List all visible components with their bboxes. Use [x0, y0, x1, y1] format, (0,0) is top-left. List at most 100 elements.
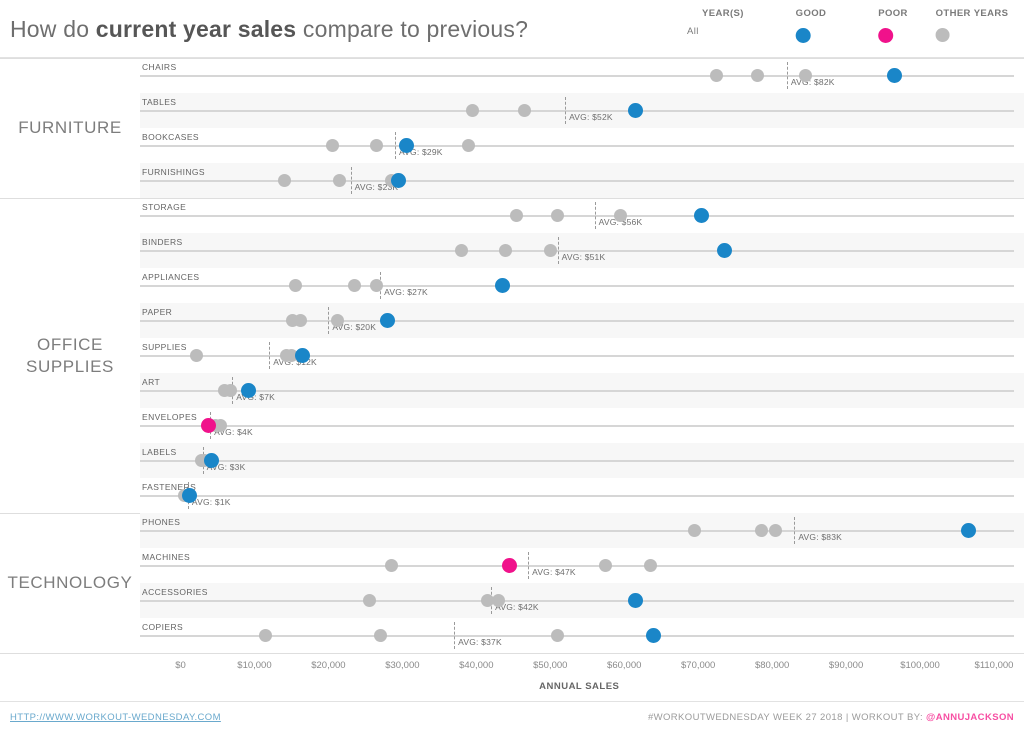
average-reference-line [328, 307, 330, 334]
dot-other-year[interactable] [333, 174, 346, 187]
legend-item-poor[interactable]: POOR [878, 8, 908, 43]
dot-other-year[interactable] [798, 69, 812, 82]
dot-other-year[interactable] [754, 524, 768, 537]
dot-other-year[interactable] [599, 559, 613, 572]
year-filter-value[interactable]: All [687, 26, 699, 37]
dot-other-year[interactable] [347, 279, 361, 292]
x-axis-tick-label: $90,000 [828, 660, 864, 671]
dot-other-year[interactable] [614, 209, 628, 222]
legend-item-good[interactable]: GOOD [795, 8, 827, 43]
row-axis-line [140, 284, 1014, 287]
dot-other-year[interactable] [223, 384, 237, 397]
dot-other-year[interactable] [293, 314, 307, 327]
subcategory-label: ACCESSORIES [142, 587, 208, 597]
dot-current-year-good[interactable] [380, 313, 396, 328]
x-axis: ANNUAL SALES $0 $10,000 $20,000 $30,000 $40,… [0, 653, 1024, 701]
dot-other-year[interactable] [373, 629, 387, 642]
dot-other-year[interactable] [543, 244, 557, 257]
dot-other-year[interactable] [466, 104, 480, 117]
dot-other-year[interactable] [213, 419, 227, 432]
dot-current-year-good[interactable] [391, 173, 407, 188]
footer-link[interactable]: HTTP://WWW.WORKOUT-WEDNESDAY.COM [10, 712, 221, 723]
dot-other-year[interactable] [277, 174, 291, 187]
dot-current-year-good[interactable] [627, 593, 643, 608]
average-label: AVG: $51K [561, 252, 606, 262]
x-axis-tick-label: $60,000 [607, 660, 642, 671]
dot-other-year[interactable] [369, 279, 383, 292]
dot-other-year[interactable] [284, 349, 298, 362]
title-highlight: current year sales [95, 16, 297, 42]
dot-other-year[interactable] [462, 139, 476, 152]
dot-current-year-good[interactable] [204, 453, 220, 468]
dot-current-year-good[interactable] [886, 68, 902, 83]
dot-other-year[interactable] [369, 139, 383, 152]
x-axis-tick-label: $30,000 [385, 660, 420, 671]
dot-other-year[interactable] [710, 69, 724, 82]
dot-other-year[interactable] [362, 594, 376, 607]
dot-other-year[interactable] [769, 524, 783, 537]
dot-other-year[interactable] [288, 279, 302, 292]
dot-other-year[interactable] [259, 629, 273, 642]
other-years-dot-icon [935, 28, 950, 42]
dot-current-year-good[interactable] [646, 628, 662, 643]
dot-current-year-poor[interactable] [502, 558, 518, 573]
average-reference-line [394, 132, 396, 159]
dot-other-year[interactable] [492, 594, 505, 607]
dot-current-year-good[interactable] [627, 103, 643, 118]
dot-current-year-good[interactable] [960, 523, 976, 538]
subcategory-row: CHAIRS AVG: $82K [0, 58, 1024, 93]
average-label: AVG: $23K [354, 182, 399, 192]
dot-current-year-good[interactable] [716, 243, 732, 258]
dot-current-year-good[interactable] [181, 488, 197, 503]
row-axis-line [140, 529, 1014, 532]
dot-other-year[interactable] [480, 594, 494, 607]
average-label: AVG: $3K [206, 462, 246, 472]
dot-other-year[interactable] [687, 524, 701, 537]
dot-other-year[interactable] [499, 244, 513, 257]
dot-current-year-good[interactable] [295, 348, 311, 363]
dot-other-year[interactable] [330, 314, 344, 327]
average-reference-line [594, 202, 596, 229]
header-divider [0, 57, 1024, 58]
subcategory-row: PHONES AVG: $83K [0, 513, 1024, 548]
x-axis-tick-label: $0 [175, 660, 186, 671]
average-label: AVG: $47K [532, 567, 576, 577]
dot-current-year-good[interactable] [398, 138, 414, 153]
average-reference-line [528, 552, 530, 579]
dot-current-year-good[interactable] [694, 208, 710, 223]
dot-other-year[interactable] [325, 139, 339, 152]
legend-label-other-years: OTHER YEARS [935, 8, 1009, 19]
average-reference-line [557, 237, 559, 264]
average-label: AVG: $1K [191, 497, 231, 507]
dot-other-year[interactable] [384, 559, 398, 572]
x-axis-tick-label: $80,000 [754, 660, 790, 671]
year-filter-label: YEAR(S) [702, 8, 744, 19]
dot-other-year[interactable] [750, 69, 764, 82]
dot-other-year[interactable] [190, 349, 204, 362]
dot-current-year-poor[interactable] [201, 418, 217, 433]
legend-item-other-years[interactable]: OTHER YEARS [935, 8, 1009, 42]
average-reference-line [565, 97, 567, 124]
row-axis-line [140, 109, 1014, 112]
subcategory-row: LABELS AVG: $3K [0, 443, 1024, 478]
x-axis-tick-label: $100,000 [900, 660, 940, 671]
dot-current-year-good[interactable] [241, 383, 257, 398]
subcategory-row: ART AVG: $7K [0, 373, 1024, 408]
dot-other-year[interactable] [517, 104, 531, 117]
average-label: AVG: $29K [398, 147, 443, 157]
average-reference-line [454, 622, 456, 649]
subcategory-label: FASTENERS [142, 482, 197, 492]
dot-other-year[interactable] [455, 244, 469, 257]
row-axis-line [140, 494, 1014, 497]
dot-current-year-good[interactable] [494, 278, 510, 293]
subcategory-row: PAPER AVG: $20K [0, 303, 1024, 338]
chart-bottom-divider [0, 653, 1024, 654]
average-label: AVG: $56K [598, 217, 643, 227]
dot-other-year[interactable] [510, 209, 524, 222]
dot-other-year[interactable] [551, 629, 565, 642]
row-axis-line [140, 459, 1014, 462]
dot-other-year[interactable] [643, 559, 657, 572]
row-axis-line [140, 249, 1014, 252]
dot-other-year[interactable] [551, 209, 565, 222]
